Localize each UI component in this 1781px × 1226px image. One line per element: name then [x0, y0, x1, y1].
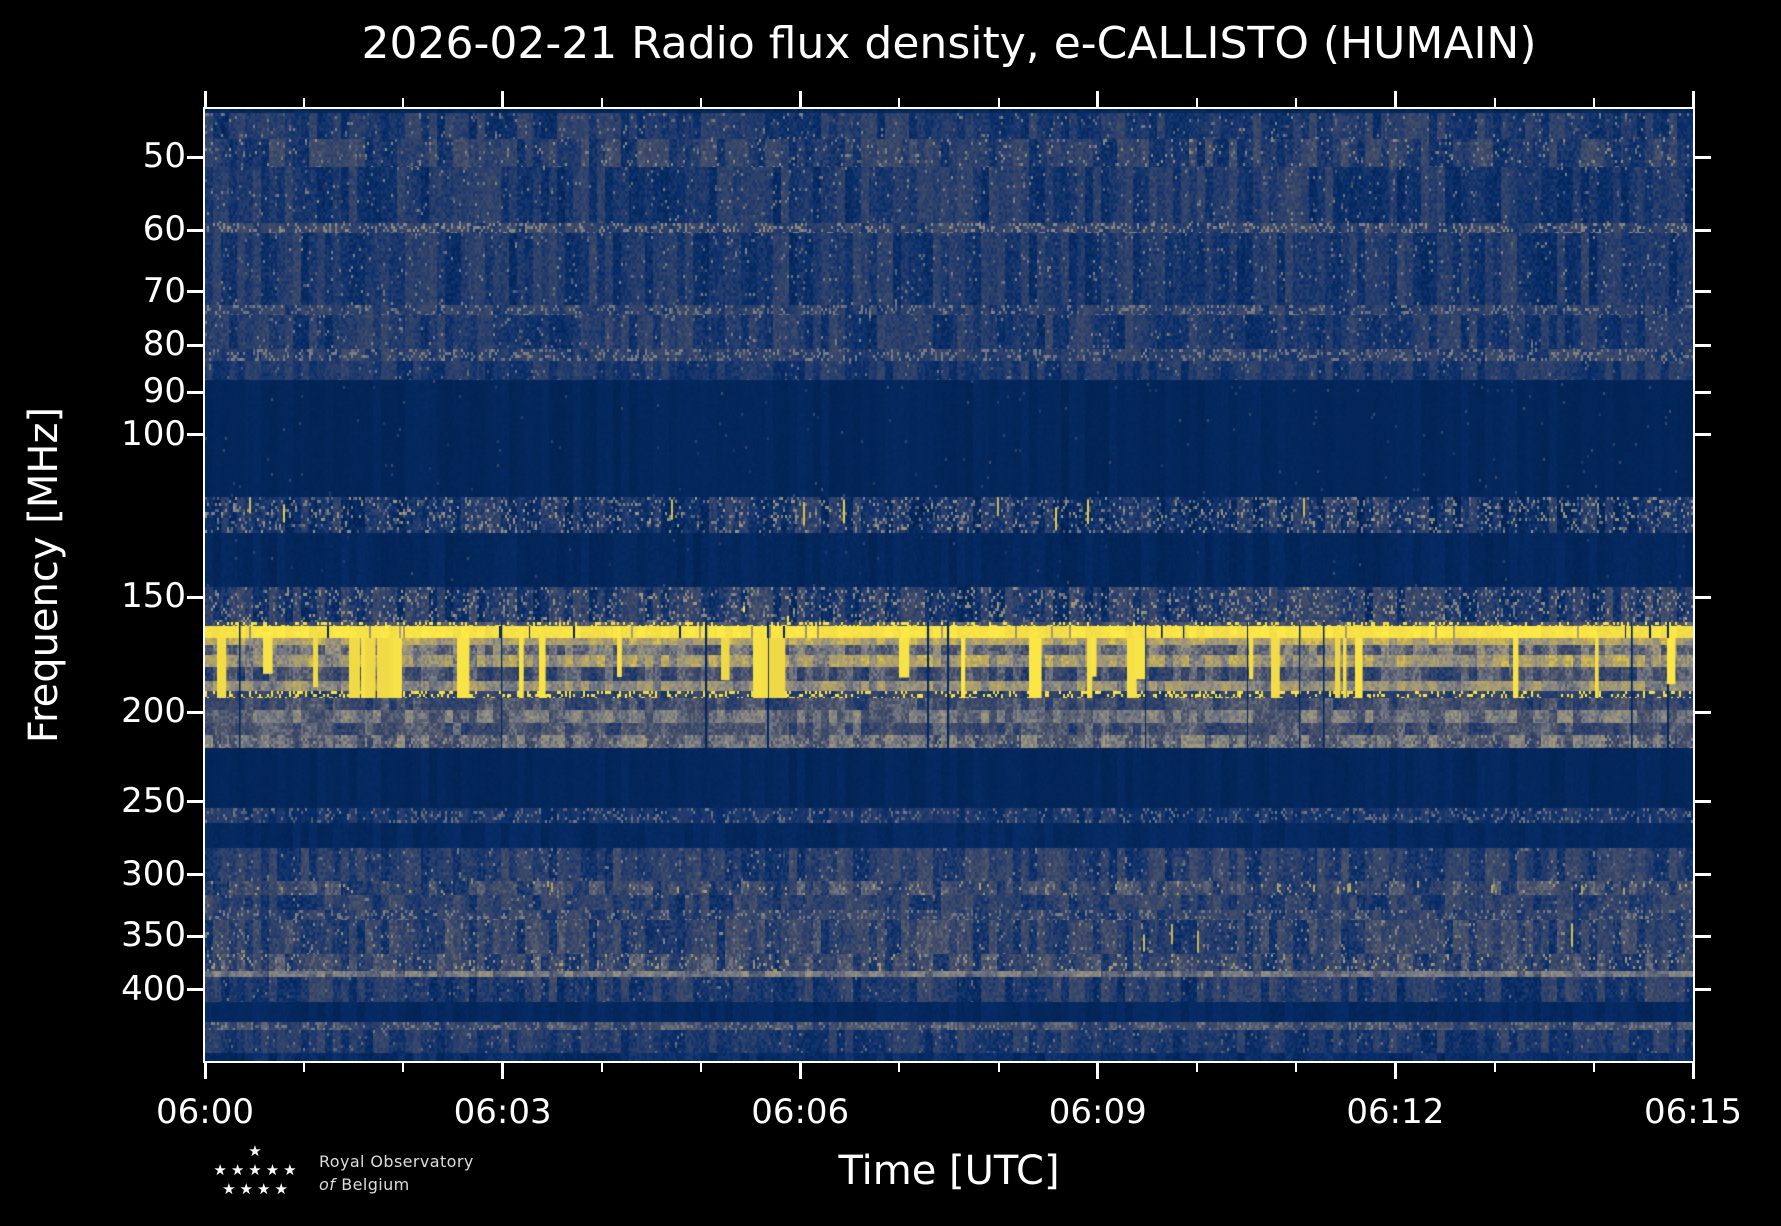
y-tick-label: 60: [142, 209, 186, 250]
star-icon: ★: [239, 1180, 253, 1198]
x-major-tick: [1691, 1063, 1695, 1079]
y-major-tick-right: [1695, 228, 1711, 232]
y-tick-label: 80: [142, 324, 186, 365]
x-tick-label: 06:00: [156, 1092, 254, 1132]
y-major-tick: [187, 873, 203, 877]
y-major-tick: [187, 710, 203, 714]
x-tick-label: 06:09: [1048, 1092, 1147, 1132]
y-tick-label: 100: [121, 413, 186, 454]
y-tick-label: 250: [121, 780, 186, 821]
x-minor-tick: [1493, 1063, 1496, 1072]
y-major-tick: [187, 155, 203, 159]
y-major-tick-right: [1695, 988, 1711, 992]
x-tick-label: 06:03: [453, 1092, 552, 1132]
x-minor-tick: [1592, 1063, 1595, 1072]
x-tick-label: 06:15: [1644, 1092, 1742, 1132]
rob-logo-line1: Royal Observatory: [319, 1152, 474, 1171]
x-major-tick: [501, 1063, 505, 1079]
rob-logo-star-row: ★: [246, 1142, 263, 1161]
x-major-tick-top: [1393, 91, 1397, 107]
star-icon: ★: [248, 1142, 262, 1160]
y-major-tick: [187, 934, 203, 938]
x-major-tick-top: [798, 91, 802, 107]
x-tick-label: 06:06: [751, 1092, 850, 1132]
x-minor-tick: [700, 1063, 702, 1072]
y-major-tick: [187, 390, 203, 394]
y-tick-label: 350: [121, 915, 186, 956]
y-major-tick: [187, 290, 203, 294]
y-major-tick: [187, 228, 203, 232]
x-minor-tick: [303, 1063, 306, 1072]
y-major-tick-right: [1695, 873, 1711, 877]
x-minor-tick: [1295, 1063, 1298, 1072]
y-major-tick-right: [1695, 343, 1711, 347]
x-major-tick-top: [1691, 91, 1695, 107]
x-minor-tick-top: [303, 98, 306, 107]
rob-logo-star-row: ★ ★ ★ ★ ★: [211, 1161, 298, 1180]
y-major-tick-right: [1695, 433, 1711, 437]
star-icon: ★: [265, 1161, 280, 1179]
y-tick-label: 200: [121, 691, 186, 732]
x-major-tick: [1096, 1063, 1100, 1079]
y-major-tick: [187, 343, 203, 347]
x-minor-tick-top: [1196, 98, 1198, 107]
y-major-tick-right: [1695, 595, 1711, 599]
x-major-tick: [203, 1063, 207, 1079]
x-minor-tick-top: [1592, 98, 1595, 107]
y-major-tick-right: [1695, 934, 1711, 938]
star-icon: ★: [248, 1161, 262, 1179]
x-major-tick-top: [501, 91, 505, 107]
spectrogram-canvas: [205, 109, 1693, 1061]
x-minor-tick-top: [402, 98, 405, 107]
y-tick-label: 70: [142, 270, 186, 311]
y-major-tick-right: [1695, 290, 1711, 294]
y-major-tick: [187, 988, 203, 992]
star-icon: ★: [230, 1161, 245, 1179]
x-minor-tick: [898, 1063, 901, 1072]
y-major-tick-right: [1695, 155, 1711, 159]
star-icon: ★: [222, 1180, 236, 1198]
rob-logo: ★ ★ ★ ★ ★ ★ ★ ★ ★ ★ Royal Observatory of Belgium: [205, 1142, 474, 1199]
star-icon: ★: [213, 1161, 227, 1179]
x-minor-tick-top: [898, 98, 901, 107]
y-tick-label: 400: [121, 968, 186, 1009]
rob-logo-belgium: Belgium: [341, 1175, 410, 1194]
x-minor-tick-top: [700, 98, 702, 107]
x-minor-tick-top: [600, 98, 603, 107]
x-minor-tick-top: [1493, 98, 1496, 107]
y-major-tick: [187, 433, 203, 437]
rob-logo-stars: ★ ★ ★ ★ ★ ★ ★ ★ ★ ★: [205, 1142, 305, 1199]
x-major-tick: [798, 1063, 802, 1079]
y-tick-label: 150: [121, 576, 186, 617]
y-major-tick-right: [1695, 390, 1711, 394]
x-minor-tick: [402, 1063, 405, 1072]
rob-logo-line2: of Belgium: [319, 1173, 474, 1196]
x-axis-label: Time [UTC]: [838, 1148, 1060, 1194]
y-major-tick: [187, 800, 203, 804]
star-icon: ★: [257, 1180, 271, 1198]
x-minor-tick: [997, 1063, 1000, 1072]
x-major-tick-top: [1096, 91, 1100, 107]
y-major-tick-right: [1695, 710, 1711, 714]
x-tick-label: 06:12: [1346, 1092, 1445, 1132]
x-minor-tick: [600, 1063, 603, 1072]
star-icon: ★: [274, 1180, 288, 1198]
chart-title: 2026-02-21 Radio flux density, e-CALLIST…: [361, 18, 1537, 69]
rob-logo-text: Royal Observatory of Belgium: [319, 1150, 474, 1196]
y-tick-label: 50: [142, 136, 186, 177]
x-major-tick-top: [203, 91, 207, 107]
x-minor-tick-top: [1295, 98, 1298, 107]
y-major-tick: [187, 595, 203, 599]
y-tick-label: 300: [121, 853, 186, 894]
x-minor-tick: [1196, 1063, 1198, 1072]
y-major-tick-right: [1695, 800, 1711, 804]
x-major-tick: [1393, 1063, 1397, 1079]
plot-area: [203, 107, 1695, 1063]
y-tick-label: 90: [142, 371, 186, 412]
rob-logo-star-row: ★ ★ ★ ★: [220, 1180, 290, 1199]
star-icon: ★: [283, 1161, 297, 1179]
rob-logo-of: of: [319, 1175, 336, 1194]
x-minor-tick-top: [997, 98, 1000, 107]
